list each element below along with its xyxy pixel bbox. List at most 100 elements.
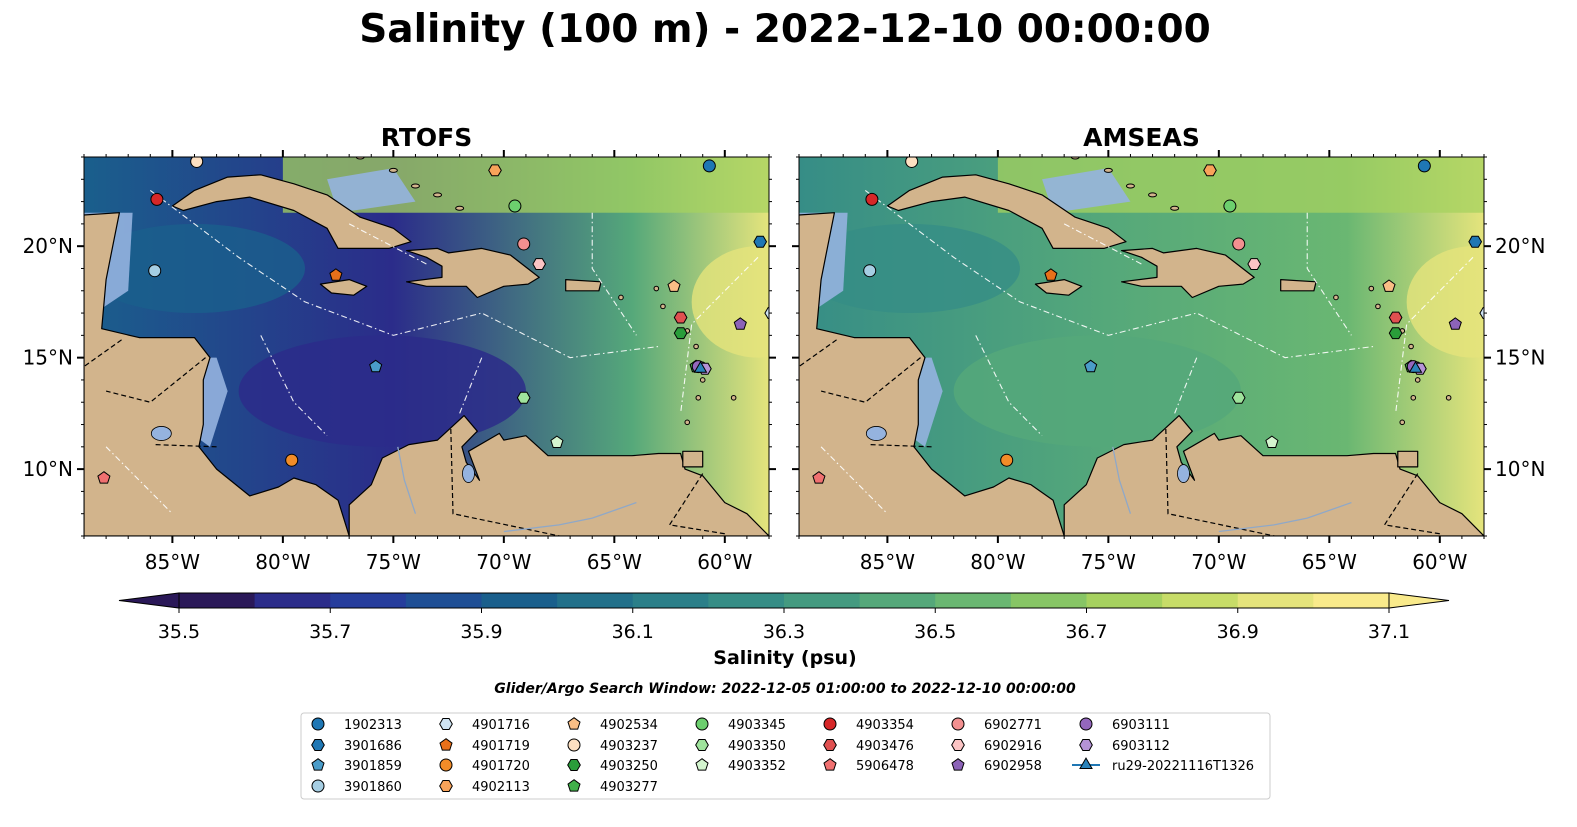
bahamas-land	[1103, 167, 1113, 173]
legend-label: 1902313	[344, 718, 402, 733]
x-tick-label: 60°W	[697, 550, 752, 574]
legend-label: 6902771	[984, 718, 1042, 733]
colorbar-segment	[1010, 593, 1088, 608]
legend-marker-6903111	[1079, 717, 1093, 731]
platform-marker-4903237	[905, 157, 919, 168]
legend-label: 3901686	[344, 739, 402, 754]
river	[397, 446, 417, 514]
colorbar-segment	[708, 593, 785, 608]
legend-marker-6903112	[1079, 739, 1093, 751]
colorbar-tick-label: 36.9	[1217, 621, 1259, 643]
hispaniola-land	[1120, 247, 1255, 299]
colorbar-tick-label: 35.5	[158, 621, 200, 643]
bahamas-land	[1125, 183, 1135, 189]
legend-label: 3901859	[344, 759, 402, 774]
legend-marker-4903345	[695, 717, 709, 731]
island-land	[699, 377, 706, 383]
eez-boundary	[149, 190, 659, 359]
island-land	[1368, 285, 1375, 292]
bahamas-land	[334, 142, 342, 146]
x-tick-label: 75°W	[366, 550, 421, 574]
bahamas-land	[1049, 142, 1057, 146]
legend-marker-4903352	[695, 758, 709, 771]
legend-marker-1902313	[311, 717, 325, 731]
legend-marker-4902113	[439, 780, 453, 792]
y-tick-label: 20°N	[23, 234, 73, 258]
platform-markers	[97, 157, 769, 484]
island-land	[1445, 394, 1452, 401]
legend-label: 6902958	[984, 759, 1042, 774]
lake-maracaibo	[1177, 464, 1190, 483]
bahamas-land	[455, 205, 465, 211]
legend-label: 4901716	[472, 718, 530, 733]
x-tick-label: 70°W	[476, 550, 531, 574]
legend-label: 4903354	[856, 718, 914, 733]
platform-marker-4903345	[508, 199, 522, 213]
eez-boundary	[1063, 223, 1142, 265]
platform-marker-3901859	[369, 359, 383, 373]
country-border	[869, 443, 932, 448]
river	[1112, 446, 1132, 514]
y-tick-label: 10°N	[23, 457, 73, 481]
platform-marker-3901859	[1084, 359, 1098, 373]
river	[1218, 501, 1352, 533]
platform-marker-4902534	[667, 279, 681, 292]
platform-marker-4901720	[1000, 453, 1014, 467]
legend-label: 5906478	[856, 759, 914, 774]
island-land	[1410, 394, 1417, 401]
y-tick-label: 15°N	[23, 346, 73, 370]
trinidad-land	[1397, 450, 1419, 468]
platform-marker-6902958	[1448, 317, 1462, 330]
platform-marker-1902313	[702, 159, 716, 173]
x-tick-label: 70°W	[1191, 550, 1246, 574]
country-border	[1165, 428, 1278, 536]
platform-legend: 1902313 3901686 3901859 3901860 4901716 49017…	[311, 717, 1254, 795]
legend-label: 4903352	[728, 759, 786, 774]
eez-boundary	[105, 446, 173, 515]
legend-label: ru29-20221116T1326	[1112, 759, 1254, 774]
colorbar-tick-label: 35.7	[309, 621, 351, 643]
legend-label: 4901720	[472, 759, 530, 774]
map-frame	[83, 156, 770, 537]
platform-marker-3901686	[1468, 235, 1483, 248]
legend-marker-5906478	[823, 758, 837, 771]
eez-boundary	[348, 223, 427, 265]
rtofs-map-panel: RTOFS 85°W 80°W 75°W 70°W 65°W 60°W 10°N 15°N 20°…	[23, 123, 776, 574]
colorbar-segment	[859, 593, 936, 608]
island-land	[653, 285, 660, 292]
island-land	[695, 394, 702, 401]
colorbar-tick-label: 36.7	[1065, 621, 1107, 643]
island-land	[693, 343, 699, 350]
legend-frame	[300, 712, 1271, 800]
colorbar-segment	[254, 593, 331, 608]
x-tick-label: 65°W	[1302, 550, 1357, 574]
colorbar-segment	[935, 593, 1012, 608]
platform-marker-4903237	[190, 157, 204, 168]
island-land	[1408, 343, 1414, 350]
legend-marker-4901719	[439, 738, 453, 751]
island-land	[1399, 419, 1406, 426]
bahamas-land	[388, 167, 398, 173]
colorbar-segment	[481, 593, 558, 608]
hispaniola-land	[406, 247, 540, 299]
legend-marker-3901686	[311, 739, 325, 751]
map-title: RTOFS	[381, 123, 473, 152]
shelf-area	[327, 168, 416, 213]
legend-marker-4903277	[567, 779, 581, 792]
legend-marker-4903250	[567, 759, 581, 771]
salinity-field-east	[1406, 246, 1484, 358]
country-border	[154, 443, 217, 448]
platform-marker-6902771	[1232, 237, 1246, 251]
legend-marker-3901860	[311, 779, 325, 793]
legend-label: 6903112	[1112, 739, 1170, 754]
lake-maracaibo	[462, 464, 475, 483]
eez-boundary	[1395, 256, 1474, 414]
colorbar-segment	[1313, 593, 1390, 608]
island-land	[618, 294, 624, 301]
colorbar-extend-high	[1388, 592, 1450, 609]
colorbar-tick-label: 36.5	[914, 621, 956, 643]
jamaica-land	[319, 279, 368, 296]
platform-marker-6902916	[532, 258, 547, 270]
legend-marker-4901720	[439, 758, 453, 772]
